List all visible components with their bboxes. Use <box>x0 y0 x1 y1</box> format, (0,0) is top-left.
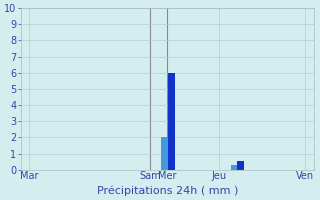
Bar <box>237 161 244 170</box>
Bar <box>162 137 168 170</box>
X-axis label: Précipitations 24h ( mm ): Précipitations 24h ( mm ) <box>97 185 238 196</box>
Bar <box>230 165 237 170</box>
Bar <box>168 73 175 170</box>
